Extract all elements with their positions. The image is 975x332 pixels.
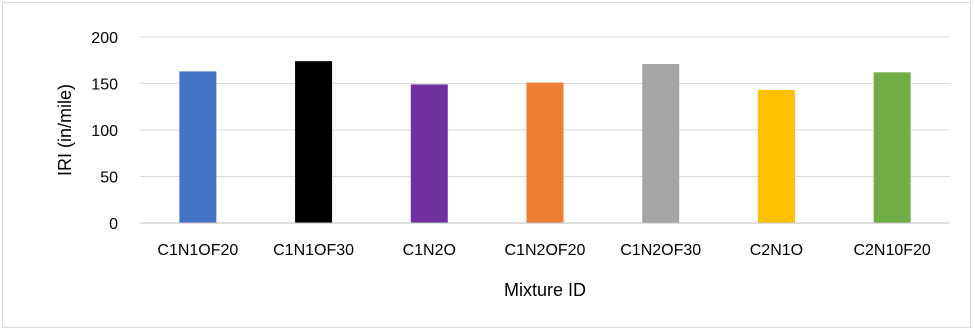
x-tick-label: C1N1OF20 [157,242,238,259]
y-axis-tick-labels: 0 50 100 150 200 [91,30,118,233]
x-tick-label: C1N2OF20 [505,242,586,259]
y-tick-label: 0 [109,216,118,233]
x-tick-label: C2N1O [750,242,803,259]
y-tick-label: 200 [91,30,118,47]
chart-frame [2,2,971,328]
x-tick-label: C1N2OF30 [620,242,701,259]
bar-c2n10f20 [873,72,911,223]
bar-c1n2of20 [526,82,564,223]
x-axis-title: Mixture ID [504,280,586,300]
y-tick-label: 50 [100,170,118,187]
x-axis-tick-labels: C1N1OF20 C1N1OF30 C1N2O C1N2OF20 C1N2OF30 C2N… [157,242,931,259]
y-axis-title: IRI (in/mile) [55,84,75,176]
bars [179,61,911,224]
bar-c2n1o [757,90,795,223]
y-tick-label: 100 [91,123,118,140]
bar-c1n1of30 [295,61,333,224]
bar-c1n1of20 [179,71,217,223]
x-tick-label: C1N2O [403,242,456,259]
y-tick-label: 150 [91,77,118,94]
x-tick-label: C2N10F20 [853,242,930,259]
bar-c1n2of30 [642,63,680,223]
x-tick-label: C1N1OF30 [273,242,354,259]
bar-c1n2o [410,84,448,224]
